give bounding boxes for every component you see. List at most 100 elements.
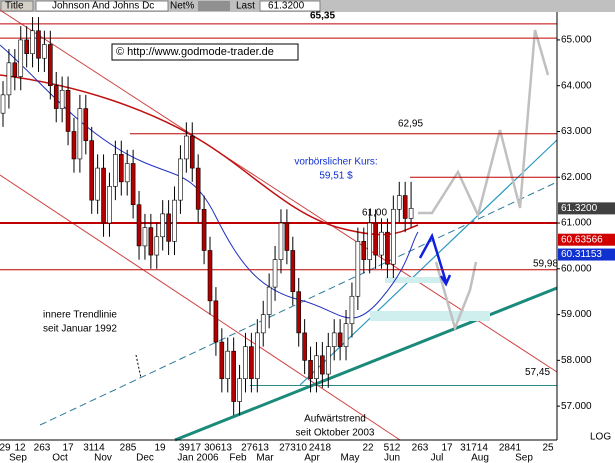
x-tick-label: 29 xyxy=(0,443,11,454)
candle-body xyxy=(355,241,361,297)
candle-body xyxy=(89,140,95,201)
candle-body xyxy=(272,259,278,288)
copyright: © http://www.godmode-trader.de xyxy=(116,46,274,58)
title-box xyxy=(35,0,169,12)
y-tick-label: 59.000 xyxy=(561,309,592,320)
candle-body xyxy=(308,360,313,379)
candle-body xyxy=(367,222,372,260)
x-month-label: Aug xyxy=(471,453,489,463)
annotation: Aufwärtstrend xyxy=(304,414,366,425)
price-marker-label: 60.31153 xyxy=(561,249,602,260)
price-marker-label: 61.3200 xyxy=(561,203,598,214)
candle-body xyxy=(178,158,183,201)
x-tick-label: 31714 xyxy=(460,443,488,454)
candle-body xyxy=(320,355,325,375)
level-label: 65,35 xyxy=(310,11,335,22)
projection xyxy=(418,29,550,219)
candle-body xyxy=(166,213,171,242)
candle-body xyxy=(18,39,24,77)
channel-line xyxy=(0,174,401,441)
title: Johnson And Johns Dc xyxy=(52,1,154,12)
candle-body xyxy=(71,131,77,160)
zone xyxy=(385,277,445,283)
candle-body xyxy=(53,85,59,109)
candle-body xyxy=(12,62,18,77)
last-label: Last xyxy=(236,1,255,12)
candle-body xyxy=(136,204,142,247)
candle-body xyxy=(6,62,12,96)
x-month-label: Jun xyxy=(384,453,400,463)
price-marker xyxy=(558,248,615,261)
x-tick-label: 285 xyxy=(120,443,137,454)
y-tick-label: 65.000 xyxy=(561,35,592,46)
candle-body xyxy=(343,323,349,347)
candle-body xyxy=(243,346,248,379)
x-month-label: Jan 2006 xyxy=(177,453,219,463)
candle-body xyxy=(249,346,254,379)
candle-body xyxy=(24,39,29,54)
candle-body xyxy=(237,378,242,402)
y-tick-label: 58.000 xyxy=(561,355,592,366)
x-tick-label: 2418 xyxy=(309,443,332,454)
y-tick-label: 61.000 xyxy=(561,218,592,229)
candle-body xyxy=(142,227,148,247)
candle-body xyxy=(302,332,307,361)
candle-body xyxy=(325,346,331,375)
x-tick-label: 17 xyxy=(441,443,453,454)
x-tick-label: 17 xyxy=(62,443,74,454)
net-box xyxy=(198,1,230,11)
candle-body xyxy=(260,314,266,334)
candle-body xyxy=(130,163,136,206)
candle-body xyxy=(284,222,290,251)
candle-body xyxy=(266,286,272,315)
candle-body xyxy=(95,167,100,201)
candle-body xyxy=(184,135,189,160)
copyright-box xyxy=(111,43,299,61)
candle-body xyxy=(408,208,414,219)
x-month-label: May xyxy=(341,453,360,463)
x-tick-label: 25 xyxy=(542,443,554,454)
y-tick-label: 62.000 xyxy=(561,172,592,183)
candle-body xyxy=(337,332,343,347)
x-tick-label: 12 xyxy=(14,443,26,454)
x-tick-label: 27310 xyxy=(279,443,307,454)
level-label: 57,45 xyxy=(525,367,550,378)
title-label: Title xyxy=(5,1,24,12)
title-label-box xyxy=(0,0,34,12)
candle-body xyxy=(373,222,378,256)
price-marker xyxy=(558,202,615,215)
x-tick-label: 263 xyxy=(34,443,51,454)
candle-body xyxy=(278,222,284,260)
header: Title Johnson And Johns Dc Net% Last 61.… xyxy=(0,0,615,12)
candle-body xyxy=(290,250,296,292)
y-tick-label: 63.000 xyxy=(561,126,592,137)
x-month-label: Dec xyxy=(136,453,154,463)
candle-body xyxy=(379,231,384,256)
candle-body xyxy=(255,332,260,379)
candle-body xyxy=(83,108,89,141)
candle-body xyxy=(124,163,130,183)
x-tick-label: 22 xyxy=(362,443,374,454)
annotation: seit Oktober 2003 xyxy=(296,428,375,439)
price-marker xyxy=(558,233,615,246)
candle-body xyxy=(65,89,71,132)
forecast-arrow xyxy=(418,232,448,283)
x-tick-label: 27613 xyxy=(241,443,269,454)
candle-body xyxy=(195,167,201,210)
candle-body xyxy=(154,236,160,256)
candle-body xyxy=(385,231,390,265)
candle-body xyxy=(189,135,195,169)
last: 61.3200 xyxy=(268,1,305,12)
x-tick-label: 19 xyxy=(154,443,166,454)
candle-body xyxy=(402,195,408,219)
candle-body xyxy=(225,350,231,379)
plot xyxy=(0,9,558,442)
candle-body xyxy=(113,154,118,187)
x-month-label: Nov xyxy=(94,453,112,463)
plot-bg xyxy=(0,12,557,440)
x-month-label: Mar xyxy=(256,453,274,463)
forecast-arrow-head xyxy=(439,274,452,287)
annotation: 59,51 $ xyxy=(319,171,353,182)
candle-body xyxy=(314,355,319,379)
